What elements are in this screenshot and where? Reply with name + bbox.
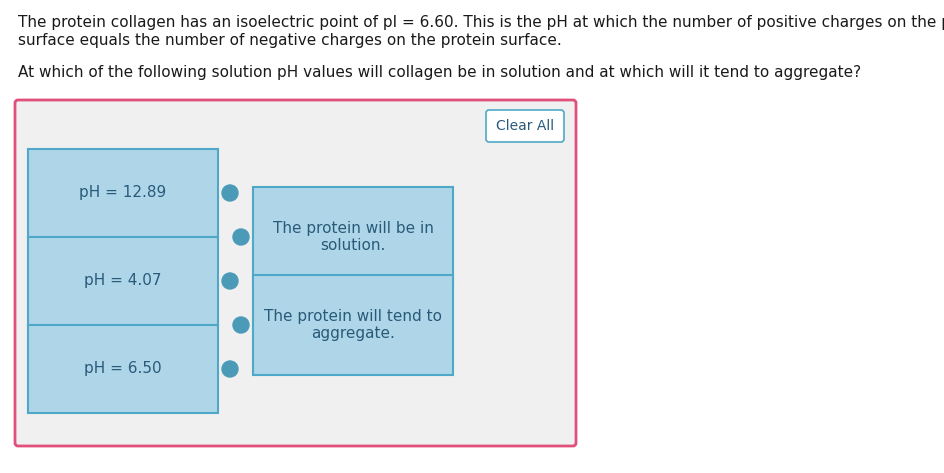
Text: Clear All: Clear All [496, 119, 554, 133]
Text: pH = 6.50: pH = 6.50 [84, 361, 161, 377]
Circle shape [222, 361, 238, 377]
Text: The protein collagen has an isoelectric point of pI = 6.60. This is the pH at wh: The protein collagen has an isoelectric … [18, 15, 944, 30]
Circle shape [233, 317, 249, 333]
Text: The protein will be in
solution.: The protein will be in solution. [273, 221, 433, 253]
FancyBboxPatch shape [28, 325, 218, 413]
FancyBboxPatch shape [28, 237, 218, 325]
FancyBboxPatch shape [28, 149, 218, 237]
Text: pH = 12.89: pH = 12.89 [79, 185, 167, 201]
Circle shape [233, 229, 249, 245]
Text: The protein will tend to
aggregate.: The protein will tend to aggregate. [264, 309, 442, 341]
FancyBboxPatch shape [253, 187, 453, 287]
Circle shape [222, 273, 238, 289]
Text: surface equals the number of negative charges on the protein surface.: surface equals the number of negative ch… [18, 33, 562, 48]
FancyBboxPatch shape [253, 275, 453, 375]
FancyBboxPatch shape [486, 110, 564, 142]
Text: pH = 4.07: pH = 4.07 [84, 273, 161, 289]
Circle shape [222, 185, 238, 201]
Text: At which of the following solution pH values will collagen be in solution and at: At which of the following solution pH va… [18, 65, 861, 80]
FancyBboxPatch shape [15, 100, 576, 446]
